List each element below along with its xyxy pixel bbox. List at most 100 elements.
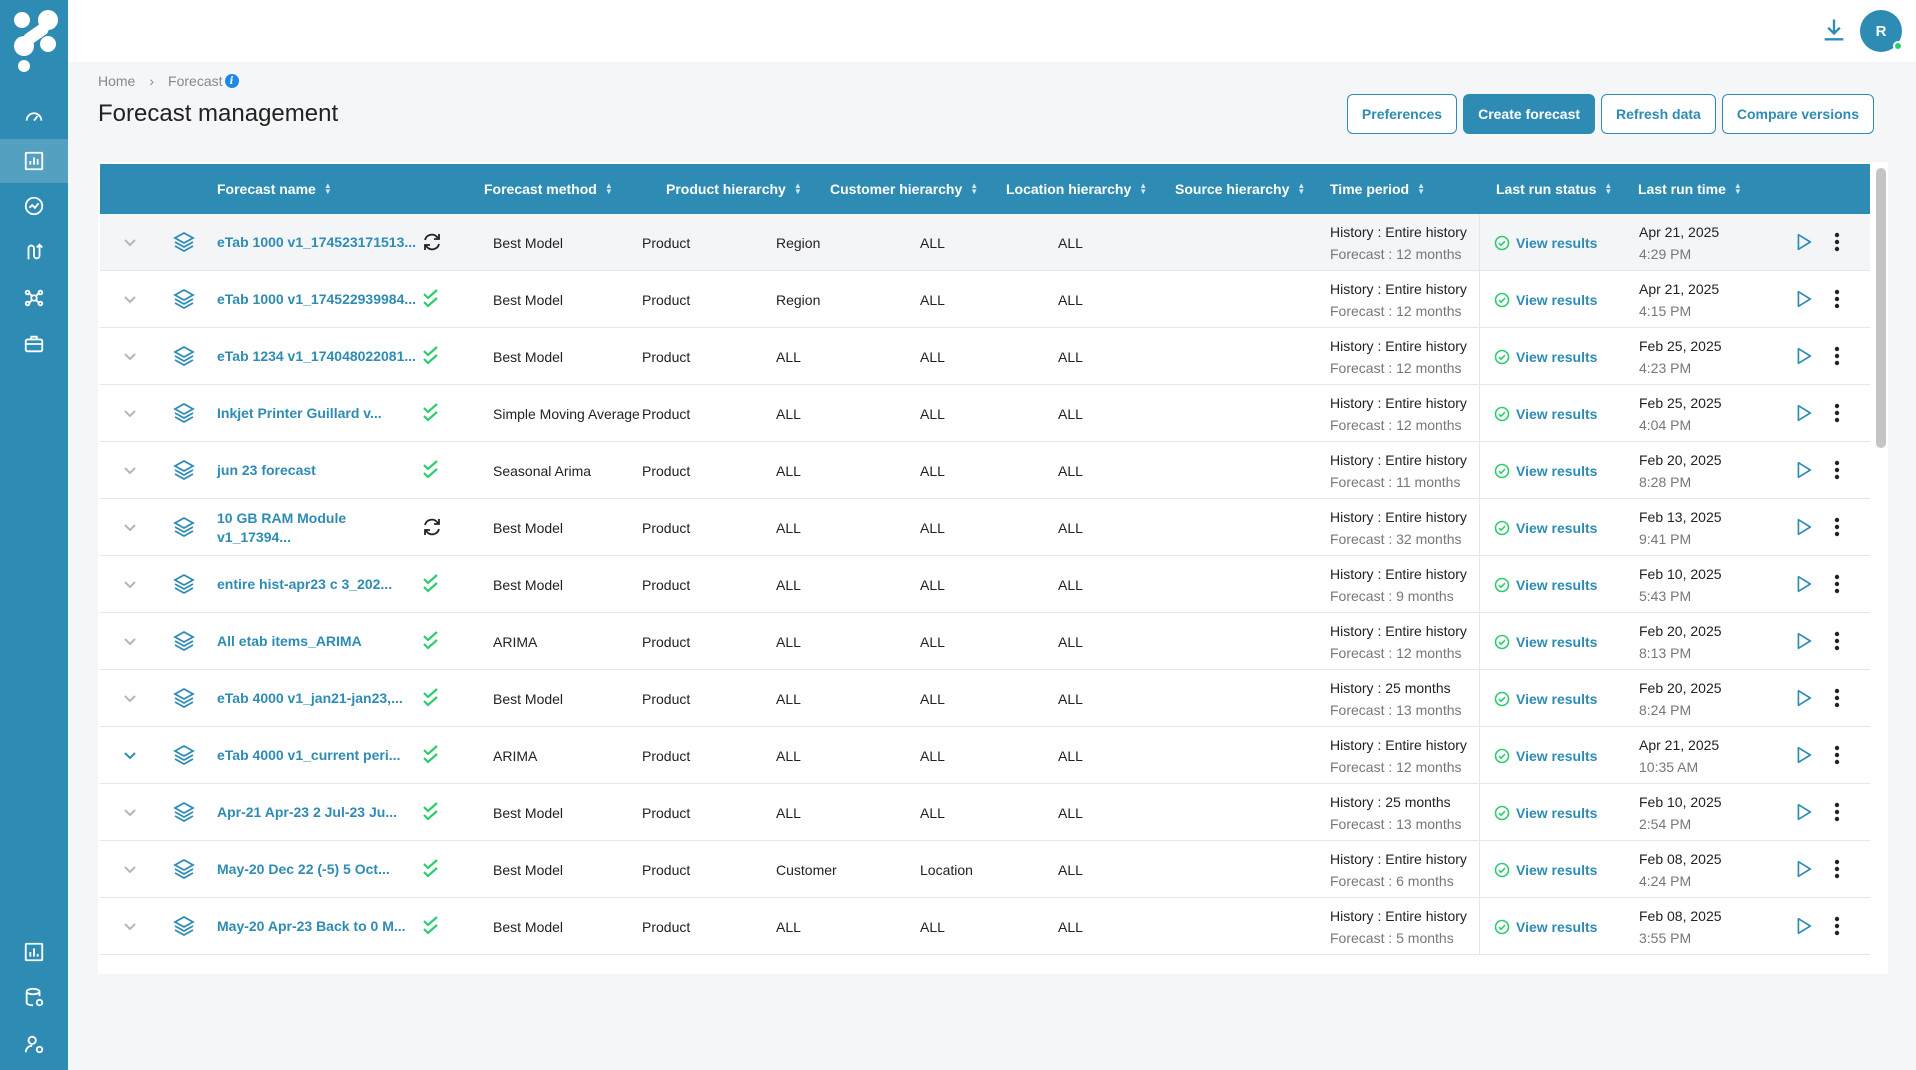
forecast-name-link[interactable]: eTab 4000 v1_jan21-jan23,...	[217, 690, 403, 706]
more-options-icon[interactable]	[1826, 915, 1848, 937]
play-icon[interactable]	[1792, 744, 1814, 766]
expand-chevron-icon[interactable]	[120, 574, 140, 594]
play-icon[interactable]	[1792, 630, 1814, 652]
expand-chevron-icon[interactable]	[120, 745, 140, 765]
expand-chevron-icon[interactable]	[120, 916, 140, 936]
info-icon[interactable]: i	[224, 74, 239, 88]
view-results-link[interactable]: View results	[1494, 499, 1597, 556]
play-icon[interactable]	[1792, 687, 1814, 709]
play-icon[interactable]	[1792, 345, 1814, 367]
nav-reports[interactable]	[0, 930, 68, 974]
more-options-icon[interactable]	[1826, 630, 1848, 652]
play-icon[interactable]	[1792, 915, 1814, 937]
nav-user-settings[interactable]	[0, 1022, 68, 1066]
col-product-hierarchy[interactable]: Product hierarchy ▲ ▼	[666, 164, 802, 214]
table-row[interactable]: eTab 4000 v1_current peri... ARIMA Produ…	[100, 727, 1870, 784]
play-icon[interactable]	[1792, 402, 1814, 424]
avatar[interactable]: R	[1860, 10, 1903, 52]
table-row[interactable]: jun 23 forecast Seasonal Arima Product A…	[100, 442, 1870, 499]
view-results-link[interactable]: View results	[1494, 556, 1597, 613]
play-icon[interactable]	[1792, 573, 1814, 595]
table-row[interactable]: eTab 1234 v1_174048022081... Best Model …	[100, 328, 1870, 385]
download-button[interactable]	[1818, 14, 1850, 46]
app-logo[interactable]	[8, 6, 64, 74]
nav-trend[interactable]	[0, 184, 68, 228]
expand-chevron-icon[interactable]	[120, 460, 140, 480]
table-row[interactable]: eTab 1000 v1_174522939984... Best Model …	[100, 271, 1870, 328]
expand-chevron-icon[interactable]	[120, 346, 140, 366]
nav-forecast[interactable]	[0, 139, 68, 183]
more-options-icon[interactable]	[1826, 231, 1848, 253]
view-results-link[interactable]: View results	[1494, 898, 1597, 955]
forecast-name-link[interactable]: eTab 4000 v1_current peri...	[217, 747, 401, 763]
play-icon[interactable]	[1792, 231, 1814, 253]
play-icon[interactable]	[1792, 288, 1814, 310]
create-forecast-button[interactable]: Create forecast	[1463, 94, 1596, 134]
view-results-link[interactable]: View results	[1494, 385, 1597, 442]
more-options-icon[interactable]	[1826, 288, 1848, 310]
play-icon[interactable]	[1792, 858, 1814, 880]
table-row[interactable]: 10 GB RAM Module v1_17394... Best Model …	[100, 499, 1870, 556]
play-icon[interactable]	[1792, 801, 1814, 823]
more-options-icon[interactable]	[1826, 858, 1848, 880]
col-customer-hierarchy[interactable]: Customer hierarchy ▲ ▼	[830, 164, 978, 214]
expand-chevron-icon[interactable]	[120, 688, 140, 708]
table-row[interactable]: eTab 4000 v1_jan21-jan23,... Best Model …	[100, 670, 1870, 727]
compare-versions-button[interactable]: Compare versions	[1721, 94, 1874, 134]
table-row[interactable]: entire hist-apr23 c 3_202... Best Model …	[100, 556, 1870, 613]
more-options-icon[interactable]	[1826, 345, 1848, 367]
expand-chevron-icon[interactable]	[120, 631, 140, 651]
expand-chevron-icon[interactable]	[120, 802, 140, 822]
table-scroll-thumb[interactable]	[1876, 168, 1886, 448]
more-options-icon[interactable]	[1826, 801, 1848, 823]
view-results-link[interactable]: View results	[1494, 841, 1597, 898]
col-forecast-name[interactable]: Forecast name ▲ ▼	[217, 164, 332, 214]
expand-chevron-icon[interactable]	[120, 859, 140, 879]
col-last-run-time[interactable]: Last run time ▲ ▼	[1638, 164, 1742, 214]
forecast-name-link[interactable]: May-20 Dec 22 (-5) 5 Oct...	[217, 861, 390, 877]
expand-chevron-icon[interactable]	[120, 517, 140, 537]
table-row[interactable]: eTab 1000 v1_174523171513... Best Model …	[100, 214, 1870, 271]
nav-route[interactable]	[0, 230, 68, 274]
col-location-hierarchy[interactable]: Location hierarchy ▲ ▼	[1006, 164, 1147, 214]
view-results-link[interactable]: View results	[1494, 613, 1597, 670]
table-row[interactable]: Apr-21 Apr-23 2 Jul-23 Ju... Best Model …	[100, 784, 1870, 841]
col-last-run-status[interactable]: Last run status ▲ ▼	[1496, 164, 1612, 214]
play-icon[interactable]	[1792, 516, 1814, 538]
expand-chevron-icon[interactable]	[120, 289, 140, 309]
more-options-icon[interactable]	[1826, 687, 1848, 709]
forecast-name-link[interactable]: Apr-21 Apr-23 2 Jul-23 Ju...	[217, 804, 397, 820]
table-row[interactable]: All etab items_ARIMA ARIMA Product ALL A…	[100, 613, 1870, 670]
forecast-name-link[interactable]: eTab 1000 v1_174522939984...	[217, 291, 417, 307]
forecast-name-link[interactable]: All etab items_ARIMA	[217, 633, 362, 649]
refresh-data-button[interactable]: Refresh data	[1601, 94, 1716, 134]
col-source-hierarchy[interactable]: Source hierarchy ▲ ▼	[1175, 164, 1305, 214]
more-options-icon[interactable]	[1826, 573, 1848, 595]
more-options-icon[interactable]	[1826, 402, 1848, 424]
nav-briefcase[interactable]	[0, 322, 68, 366]
nav-dashboard[interactable]	[0, 94, 68, 138]
play-icon[interactable]	[1792, 459, 1814, 481]
forecast-name-link[interactable]: Inkjet Printer Guillard v...	[217, 405, 382, 421]
view-results-link[interactable]: View results	[1494, 727, 1597, 784]
breadcrumb-home[interactable]: Home	[98, 73, 136, 89]
more-options-icon[interactable]	[1826, 459, 1848, 481]
table-row[interactable]: Inkjet Printer Guillard v... Simple Movi…	[100, 385, 1870, 442]
forecast-name-link[interactable]: jun 23 forecast	[217, 462, 316, 478]
view-results-link[interactable]: View results	[1494, 328, 1597, 385]
forecast-name-link[interactable]: entire hist-apr23 c 3_202...	[217, 576, 393, 592]
view-results-link[interactable]: View results	[1494, 670, 1597, 727]
more-options-icon[interactable]	[1826, 744, 1848, 766]
nav-data-settings[interactable]	[0, 976, 68, 1020]
view-results-link[interactable]: View results	[1494, 784, 1597, 841]
nav-network[interactable]	[0, 276, 68, 320]
preferences-button[interactable]: Preferences	[1346, 94, 1458, 134]
col-forecast-method[interactable]: Forecast method ▲ ▼	[484, 164, 613, 214]
expand-chevron-icon[interactable]	[120, 403, 140, 423]
forecast-name-link[interactable]: eTab 1234 v1_174048022081...	[217, 348, 417, 364]
col-time-period[interactable]: Time period ▲ ▼	[1330, 164, 1425, 214]
view-results-link[interactable]: View results	[1494, 442, 1597, 499]
expand-chevron-icon[interactable]	[120, 232, 140, 252]
table-row[interactable]: May-20 Dec 22 (-5) 5 Oct... Best Model P…	[100, 841, 1870, 898]
forecast-name-link[interactable]: eTab 1000 v1_174523171513...	[217, 234, 417, 250]
